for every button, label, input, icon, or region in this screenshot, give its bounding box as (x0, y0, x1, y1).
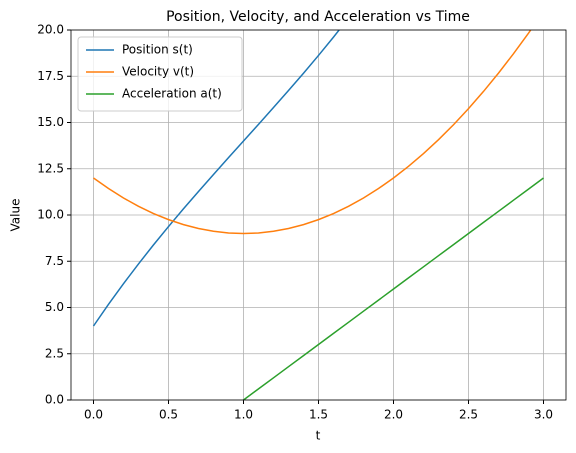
chart-title: Position, Velocity, and Acceleration vs … (166, 9, 470, 25)
y-tick-label: 20.0 (37, 23, 64, 37)
x-tick-label: 2.5 (459, 408, 478, 422)
x-tick-label: 0.5 (159, 408, 178, 422)
legend-label: Acceleration a(t) (122, 87, 222, 101)
legend-label: Position s(t) (122, 43, 193, 57)
y-tick-label: 5.0 (45, 300, 64, 314)
y-tick-label: 7.5 (45, 254, 64, 268)
x-tick-label: 1.0 (234, 408, 253, 422)
x-tick-label: 1.5 (309, 408, 328, 422)
x-tick-label: 3.0 (534, 408, 553, 422)
data-line (92, 30, 341, 327)
legend-label: Velocity v(t) (122, 65, 194, 79)
y-tick-label: 15.0 (37, 115, 64, 129)
y-tick-label: 10.0 (37, 208, 64, 222)
y-axis-label: Value (9, 199, 23, 232)
y-tick-label: 2.5 (45, 346, 64, 360)
y-tick-label: 17.5 (37, 69, 64, 83)
x-tick-label: 0.0 (84, 408, 103, 422)
plot-frame (70, 29, 567, 401)
data-line (93, 30, 532, 235)
y-tick-label: 12.5 (37, 161, 64, 175)
y-tick-label: 0.0 (45, 393, 64, 407)
legend-box (77, 36, 243, 112)
data-line (242, 177, 544, 400)
x-axis-label: t (316, 429, 321, 443)
x-tick-label: 2.0 (384, 408, 403, 422)
